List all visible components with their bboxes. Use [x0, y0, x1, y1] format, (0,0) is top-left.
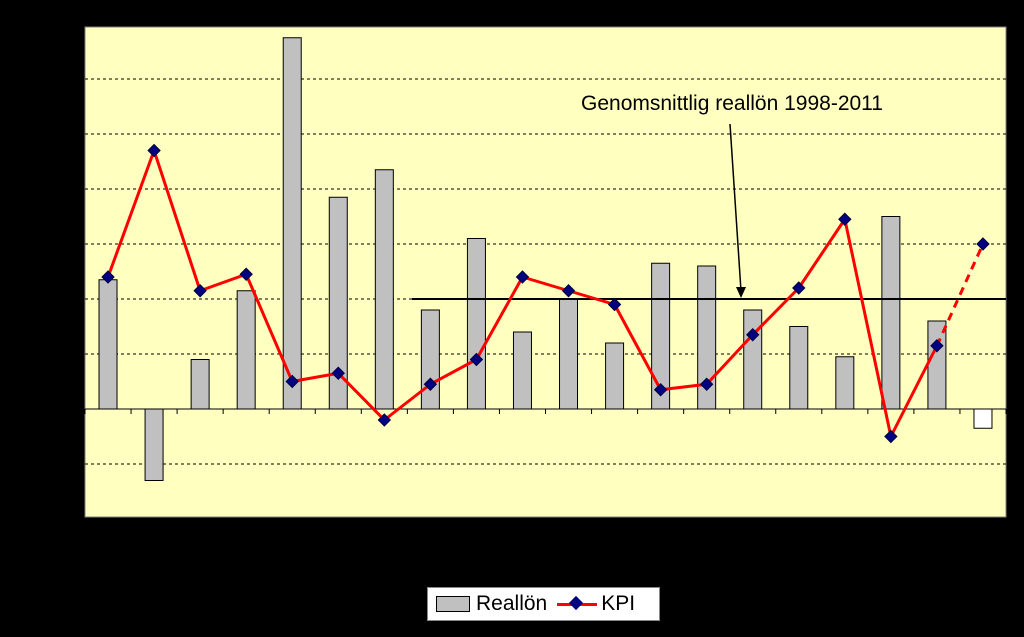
kpi-marker — [792, 281, 806, 295]
bar — [512, 331, 532, 410]
bar — [881, 216, 901, 410]
plot-area — [84, 26, 1007, 518]
bar — [559, 298, 579, 410]
annotation: Genomsnittlig reallön 1998-2011 — [581, 92, 883, 298]
kpi-line-dashed — [935, 243, 985, 347]
bar — [374, 169, 394, 410]
legend-item-kpi: KPI — [547, 592, 635, 616]
legend-label-reallon: Reallön — [476, 592, 548, 615]
kpi-marker — [469, 352, 484, 367]
kpi-marker — [285, 374, 299, 389]
x-axis — [84, 408, 1007, 414]
kpi-marker — [101, 270, 115, 284]
kpi-marker — [746, 328, 760, 342]
kpi-marker — [515, 270, 530, 284]
kpi-marker — [331, 366, 345, 380]
legend: Reallön KPI — [427, 587, 660, 621]
bar — [282, 37, 302, 410]
kpi-marker — [423, 377, 438, 391]
bar — [190, 359, 210, 410]
bar-series-reallon — [98, 37, 993, 481]
line-series-kpi — [101, 143, 990, 444]
bar — [98, 279, 118, 410]
kpi-marker — [193, 284, 207, 298]
annotation-arrow-head — [736, 287, 746, 298]
bar — [927, 320, 947, 410]
kpi-marker — [838, 212, 852, 226]
legend-label-kpi: KPI — [601, 592, 636, 615]
kpi-marker — [377, 413, 392, 427]
bar — [835, 356, 855, 410]
bar — [144, 408, 164, 481]
bar — [605, 342, 625, 410]
kpi-marker — [930, 339, 944, 353]
kpi-marker — [607, 297, 622, 312]
bar — [973, 408, 993, 429]
bar — [236, 290, 256, 410]
bar — [789, 326, 809, 410]
legend-swatch-bar — [436, 596, 470, 612]
legend-item-reallon: Reallön — [436, 592, 547, 616]
bar — [743, 309, 763, 410]
annotation-arrow-shaft — [729, 123, 742, 292]
bar — [420, 309, 440, 410]
legend-swatch-line — [557, 595, 598, 612]
kpi-marker — [147, 143, 161, 158]
kpi-marker — [884, 429, 898, 444]
kpi-marker — [699, 377, 714, 391]
reference-line-label: Genomsnittlig reallön 1998-2011 — [581, 92, 883, 115]
kpi-marker — [561, 284, 576, 298]
bar — [466, 238, 486, 410]
kpi-marker — [976, 237, 990, 251]
kpi-marker — [653, 383, 668, 397]
kpi-marker — [239, 267, 253, 281]
